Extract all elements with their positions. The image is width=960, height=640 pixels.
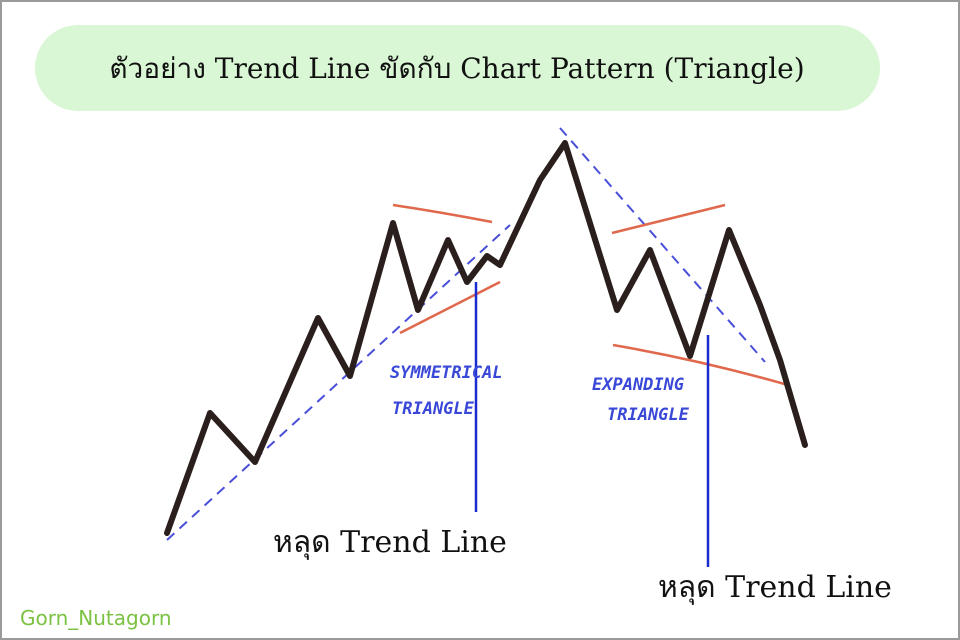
title-pill [35, 25, 880, 111]
support-line [612, 343, 789, 387]
title: ตัวอย่าง Trend Line ขัดกับ Chart Pattern… [109, 52, 804, 85]
price-line [164, 140, 808, 536]
pattern-label: EXPANDING [592, 375, 684, 395]
callout-label: หลุด Trend Line [658, 570, 892, 606]
trend-line [559, 127, 766, 363]
triangle-lines [392, 203, 789, 387]
resistance-line [392, 203, 493, 224]
trend-line [166, 224, 511, 541]
support-line [399, 280, 501, 335]
pattern-label: SYMMETRICAL [390, 363, 503, 383]
pattern-label: TRIANGLE [607, 405, 690, 425]
resistance-line [611, 203, 726, 235]
logo: Gorn_Nutagorn [20, 606, 172, 630]
callout-label: หลุด Trend Line [273, 525, 507, 561]
pattern-label: TRIANGLE [392, 399, 475, 419]
